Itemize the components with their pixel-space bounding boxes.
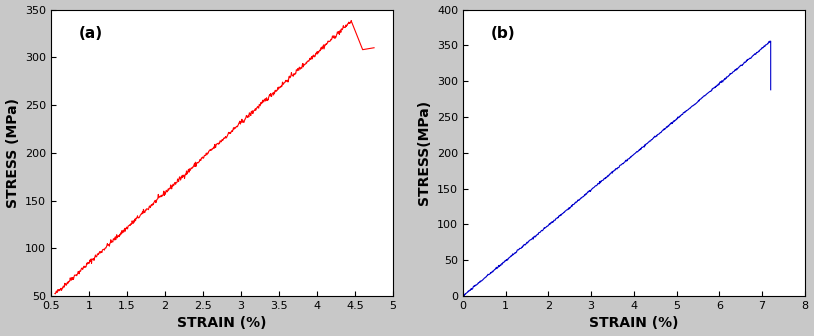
- Y-axis label: STRESS(MPa): STRESS(MPa): [418, 100, 431, 205]
- X-axis label: STRAIN (%): STRAIN (%): [589, 317, 679, 330]
- X-axis label: STRAIN (%): STRAIN (%): [177, 317, 267, 330]
- Text: (b): (b): [490, 26, 515, 41]
- Y-axis label: STRESS (MPa): STRESS (MPa): [6, 98, 20, 208]
- Text: (a): (a): [78, 26, 103, 41]
